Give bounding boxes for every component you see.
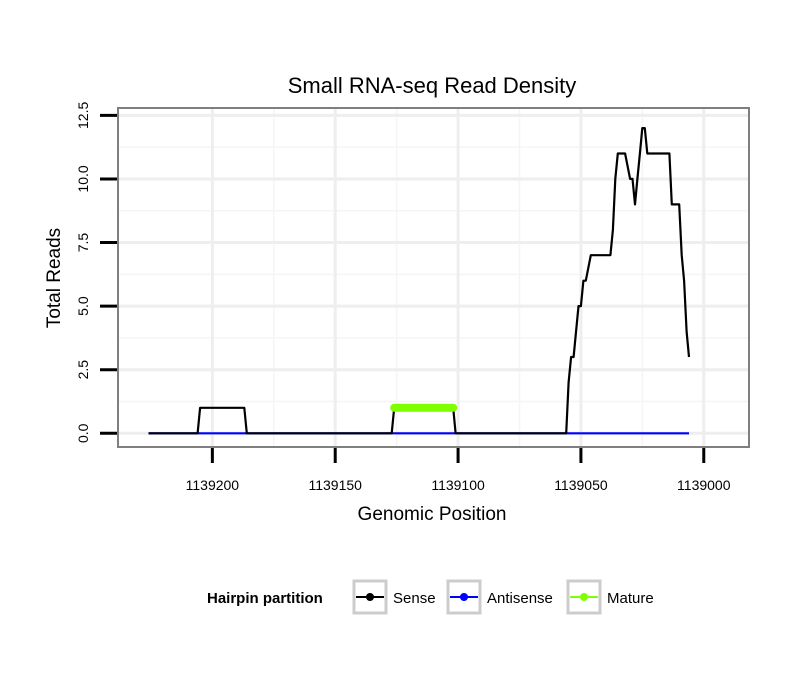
x-tick-label: 1139050 (554, 477, 608, 493)
y-tick-label: 7.5 (75, 233, 91, 253)
legend-label: Mature (607, 590, 654, 607)
legend-items: Sense Antisense Mature (352, 579, 654, 615)
series-layer (148, 127, 691, 435)
chart-title: Small RNA-seq Read Density (288, 73, 577, 98)
legend-label: Sense (393, 590, 436, 607)
legend-key-point (580, 593, 588, 601)
y-tick-label: 10.0 (75, 165, 91, 192)
legend: Hairpin partition Sense Antisense Mature (207, 579, 654, 615)
x-tick-label: 1139200 (186, 477, 240, 493)
series-line-sense (148, 127, 691, 435)
legend-item-sense: Sense (352, 579, 436, 615)
x-tick-label: 1139100 (431, 477, 485, 493)
legend-item-antisense: Antisense (446, 579, 553, 615)
y-tick-label: 5.0 (75, 296, 91, 316)
axis-layer: 1139200 1139150 1139100 1139050 1139000 0.0 2.… (75, 102, 731, 493)
x-tick-label: 1139150 (308, 477, 362, 493)
y-tick-label: 12.5 (75, 102, 91, 129)
y-tick-label: 0.0 (75, 423, 91, 443)
legend-item-mature: Mature (566, 579, 654, 615)
x-axis-title: Genomic Position (358, 504, 507, 525)
legend-key-point (460, 593, 468, 601)
legend-label: Antisense (487, 590, 553, 607)
y-tick-label: 2.5 (75, 360, 91, 380)
plot-panel (117, 107, 750, 448)
x-tick-label: 1139000 (677, 477, 731, 493)
grid-layer (119, 109, 748, 446)
y-axis-title: Total Reads (44, 228, 65, 328)
legend-key-point (366, 593, 374, 601)
legend-title: Hairpin partition (207, 590, 323, 607)
